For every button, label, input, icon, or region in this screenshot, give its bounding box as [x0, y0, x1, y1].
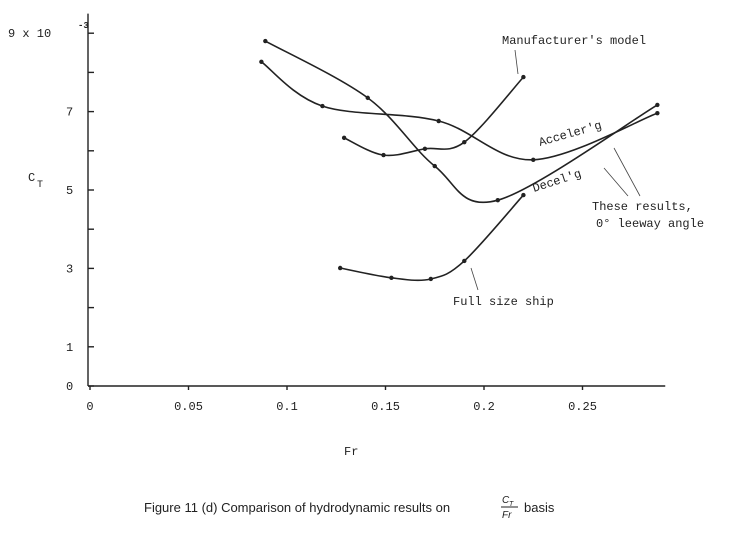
data-point — [320, 103, 325, 109]
data-point — [521, 192, 526, 198]
data-point — [495, 197, 500, 203]
data-point — [521, 74, 526, 80]
y-axis-label-sub: T — [37, 180, 43, 191]
data-point — [436, 118, 441, 124]
series-line — [264, 40, 658, 203]
data-point — [259, 59, 264, 65]
data-point — [263, 38, 268, 44]
caption: Figure 11 (d) Comparison of hydrodynamic… — [144, 500, 450, 515]
leader-line — [613, 147, 641, 197]
y-tick-label: 1 — [66, 341, 73, 355]
y-tick-label: 3 — [66, 262, 73, 276]
series-line — [343, 76, 524, 157]
data-point — [462, 139, 467, 145]
x-tick-label: 0.15 — [371, 400, 400, 414]
annotation: 0° leeway angle — [596, 217, 704, 231]
x-tick-label: 0.2 — [473, 400, 495, 414]
data-point — [428, 276, 434, 282]
y-tick-label: 0 — [66, 380, 73, 394]
annotation: Manufacturer's model — [502, 34, 646, 48]
data-point — [381, 152, 386, 158]
data-point — [337, 265, 343, 271]
x-axis-label: Fr — [344, 445, 358, 459]
y-axis-label: C — [28, 171, 35, 185]
data-point — [341, 135, 347, 141]
caption-num: C — [502, 495, 510, 506]
y-exponent: -3 — [78, 21, 89, 31]
data-point — [655, 110, 660, 116]
data-point — [531, 157, 536, 163]
y-tick-label: 7 — [66, 106, 73, 120]
x-tick-label: 0 — [86, 400, 93, 414]
x-tick-label: 0.1 — [276, 400, 298, 414]
x-tick-label: 0.25 — [568, 400, 597, 414]
data-point — [365, 95, 370, 101]
leader-line — [603, 167, 629, 197]
annotation: Full size ship — [453, 295, 554, 309]
data-point — [389, 275, 394, 281]
leader-line — [514, 49, 519, 75]
leader-line — [470, 267, 479, 291]
caption-end: basis — [524, 500, 555, 515]
annotation: Acceler'g — [537, 119, 603, 150]
data-point — [432, 163, 437, 169]
data-point — [422, 146, 428, 152]
series-line — [340, 194, 524, 282]
caption-num-sub: T — [509, 501, 514, 508]
y-tick-label: 9 x 10 — [8, 27, 51, 41]
data-point — [462, 258, 467, 264]
data-point — [655, 102, 660, 108]
caption-den: Fr — [502, 510, 512, 521]
series-line — [260, 61, 658, 161]
annotation: These results, — [592, 200, 693, 214]
y-tick-label: 5 — [66, 184, 73, 198]
x-tick-label: 0.05 — [174, 400, 203, 414]
